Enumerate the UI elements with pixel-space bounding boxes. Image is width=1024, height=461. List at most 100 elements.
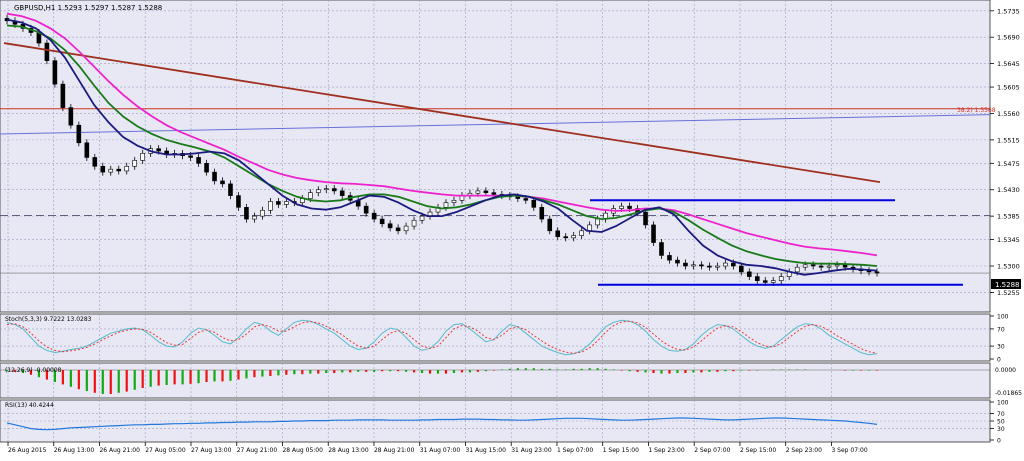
candle-body <box>60 83 66 108</box>
candle-body <box>323 188 329 191</box>
stoch-tick-label: 0 <box>997 357 1001 364</box>
price-tick-label: 1.5560 <box>997 110 1020 118</box>
candle-body <box>699 264 704 267</box>
time-tick-label: 1 Sep 15:00 <box>603 447 639 454</box>
price-tick-label: 1.5300 <box>997 263 1020 271</box>
candle-body <box>539 207 545 220</box>
time-tick-label: 26 Aug 21:00 <box>99 447 140 454</box>
stoch-tick-label: 70 <box>997 326 1005 333</box>
price-tick-label: 1.5475 <box>997 160 1020 168</box>
price-tick-label: 1.5605 <box>997 84 1020 92</box>
macd-label: (12,26,9) -0.00008 <box>5 367 62 374</box>
candle-body <box>339 190 345 196</box>
candle-body <box>108 168 114 173</box>
time-tick-label: 1 Sep 23:00 <box>648 447 684 454</box>
candle-body <box>762 280 768 283</box>
candle-body <box>826 265 832 268</box>
candle-body <box>739 265 744 273</box>
candle-body <box>124 165 130 172</box>
rsi-tick-label: 50 <box>997 419 1005 426</box>
candle-body <box>627 205 632 209</box>
symbol-header: GBPUSD,H1 1.5293 1.5297 1.5287 1.5288 <box>14 4 162 12</box>
time-tick-label: 26 Aug 13:00 <box>54 447 95 454</box>
candle-body <box>794 266 800 273</box>
candle-body <box>52 60 58 85</box>
candle-body <box>395 227 401 232</box>
candle-body <box>683 262 688 267</box>
time-tick-label: 31 Aug 07:00 <box>420 447 461 454</box>
candle-body <box>531 199 537 208</box>
candle-body <box>691 264 696 267</box>
overlay-lines <box>0 108 991 274</box>
ma-brown-line <box>3 42 881 183</box>
candle-body <box>260 209 265 217</box>
macd-panel <box>0 362 991 399</box>
rsi-tick-label: 100 <box>997 400 1009 407</box>
candle-body <box>643 211 648 226</box>
candle-body <box>651 224 656 243</box>
candle-body <box>731 262 736 267</box>
candle-body <box>523 198 529 201</box>
candle-body <box>547 218 553 232</box>
candle-body <box>667 255 672 261</box>
candle-body <box>587 224 592 232</box>
candle-body <box>363 205 369 214</box>
candle-body <box>770 280 776 283</box>
candle-body <box>675 259 680 264</box>
candle-body <box>156 148 161 152</box>
candle-body <box>411 219 417 227</box>
time-tick-label: 2 Sep 23:00 <box>786 447 822 454</box>
candle-body <box>276 201 281 205</box>
rsi-tick-label: 30 <box>997 426 1005 433</box>
price-tick-label: 1.5735 <box>997 7 1020 15</box>
candle-body <box>315 189 321 193</box>
stoch-tick-label: 100 <box>997 314 1009 321</box>
ma-magenta-line <box>6 12 878 257</box>
fib-label: 38.2) 1.5568 <box>957 107 996 114</box>
candle-body <box>595 218 600 226</box>
candle-body <box>579 230 584 236</box>
candle-body <box>76 124 82 144</box>
candle-body <box>555 230 561 237</box>
candle-body <box>778 276 784 281</box>
candle-body <box>746 271 752 277</box>
stochastic-series: 100 70 30 0 <box>0 314 1009 364</box>
price-tick-label: 1.5430 <box>997 186 1020 194</box>
candle-body <box>659 242 664 256</box>
stoch-label: Stoch(5,3,3) 9.7222 13.0283 <box>5 316 92 323</box>
time-tick-label: 27 Aug 13:00 <box>191 447 232 454</box>
moving-averages <box>3 12 881 276</box>
candle-body <box>475 190 481 194</box>
candle-body <box>308 192 313 199</box>
candle-body <box>252 215 257 220</box>
candle-body <box>810 264 816 267</box>
candle-body <box>140 153 145 161</box>
candle-body <box>842 264 848 268</box>
candle-body <box>387 223 393 229</box>
current-price-label: 1.5288 <box>995 281 1020 289</box>
time-tick-label: 28 Aug 05:00 <box>282 447 323 454</box>
candle-body <box>212 171 217 182</box>
stoch-tick-label: 30 <box>997 344 1005 351</box>
candle-body <box>331 188 337 192</box>
ma-green-line <box>6 24 878 267</box>
price-tick-label: 1.5645 <box>997 60 1020 68</box>
candle-body <box>754 276 760 281</box>
candle-body <box>834 264 840 267</box>
time-tick-label: 2 Sep 15:00 <box>740 447 776 454</box>
candle-body <box>228 183 233 196</box>
macd-tick-label: -0.01865 <box>995 390 1022 397</box>
candle-body <box>116 168 122 172</box>
candle-body <box>84 142 90 158</box>
candle-body <box>723 262 728 267</box>
candle-body <box>196 157 201 164</box>
main-panel <box>0 0 991 313</box>
time-tick-label: 3 Sep 07:00 <box>831 447 867 454</box>
candle-body <box>707 265 712 268</box>
time-tick-label: 2 Sep 07:00 <box>694 447 730 454</box>
candle-body <box>619 205 624 209</box>
stoch-signal-line <box>6 320 878 354</box>
candle-body <box>443 202 449 208</box>
candle-body <box>419 215 425 221</box>
